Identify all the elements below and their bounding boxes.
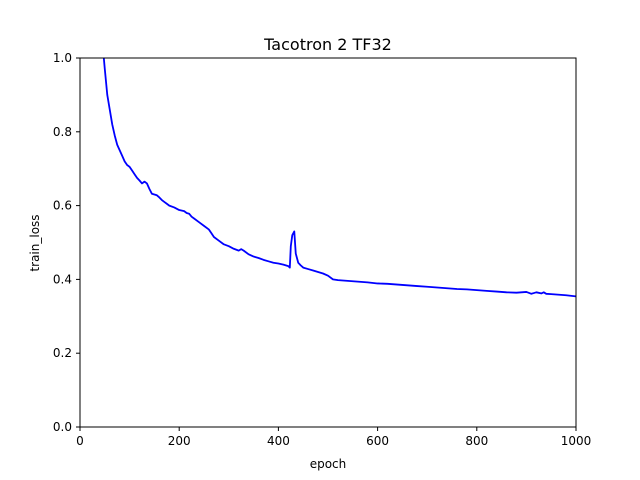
x-tick-label: 600 [366, 434, 389, 448]
chart-title: Tacotron 2 TF32 [263, 35, 392, 54]
axes-frame [79, 57, 577, 428]
y-tick-label: 0.6 [53, 199, 72, 213]
y-tick-label: 0.2 [53, 346, 72, 360]
y-tick-label: 0.8 [53, 125, 72, 139]
y-axis-label: train_loss [28, 214, 42, 271]
x-tick-label: 1000 [561, 434, 592, 448]
x-axis-label: epoch [310, 457, 347, 471]
y-tick-label: 1.0 [53, 51, 72, 65]
plot-area: 0 200 400 600 800 1000 0.0 0.2 0.4 0.6 0.8 1.0 [53, 51, 591, 448]
y-tick-label: 0.4 [53, 272, 72, 286]
x-tick-label: 800 [465, 434, 488, 448]
x-tick-label: 400 [267, 434, 290, 448]
x-tick-label: 200 [168, 434, 191, 448]
y-tick-label: 0.0 [53, 420, 72, 434]
x-tick-label: 0 [76, 434, 84, 448]
series-line-1 [102, 58, 576, 298]
